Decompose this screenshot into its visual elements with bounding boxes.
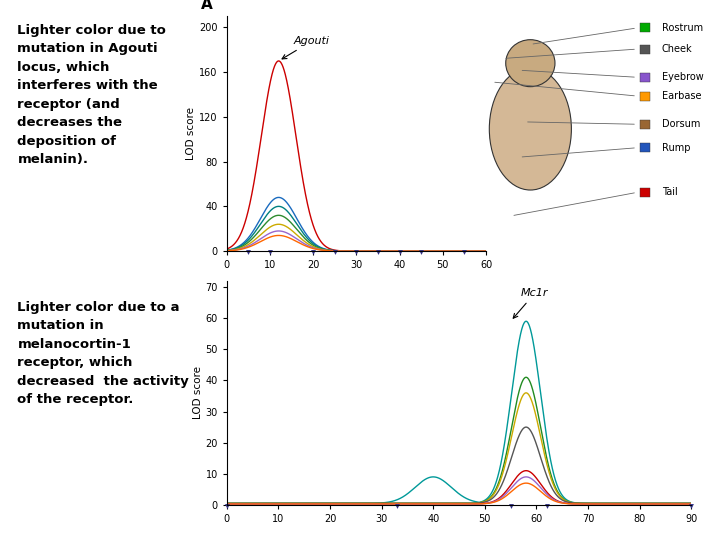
FancyBboxPatch shape (640, 45, 650, 53)
Text: Lighter color due to
mutation in Agouti
locus, which
interferes with the
recepto: Lighter color due to mutation in Agouti … (17, 24, 166, 166)
Text: Dorsum: Dorsum (662, 119, 700, 129)
Text: Tail: Tail (662, 187, 678, 198)
Text: Earbase: Earbase (662, 91, 701, 101)
FancyBboxPatch shape (640, 120, 650, 129)
FancyBboxPatch shape (640, 23, 650, 32)
Text: Mc1r: Mc1r (513, 288, 549, 318)
Ellipse shape (505, 40, 555, 86)
Y-axis label: LOD score: LOD score (186, 107, 197, 160)
Text: Agouti: Agouti (282, 36, 330, 59)
Text: Eyebrow: Eyebrow (662, 72, 703, 82)
Text: Rump: Rump (662, 143, 690, 153)
Text: Cheek: Cheek (662, 44, 693, 54)
Ellipse shape (490, 68, 572, 190)
Text: Lighter color due to a
mutation in
melanocortin-1
receptor, which
decreased  the: Lighter color due to a mutation in melan… (17, 301, 189, 406)
FancyBboxPatch shape (640, 73, 650, 82)
Y-axis label: LOD score: LOD score (193, 366, 202, 420)
Text: Rostrum: Rostrum (662, 23, 703, 33)
FancyBboxPatch shape (640, 92, 650, 100)
Text: A: A (201, 0, 212, 12)
FancyBboxPatch shape (640, 188, 650, 197)
FancyBboxPatch shape (640, 143, 650, 152)
